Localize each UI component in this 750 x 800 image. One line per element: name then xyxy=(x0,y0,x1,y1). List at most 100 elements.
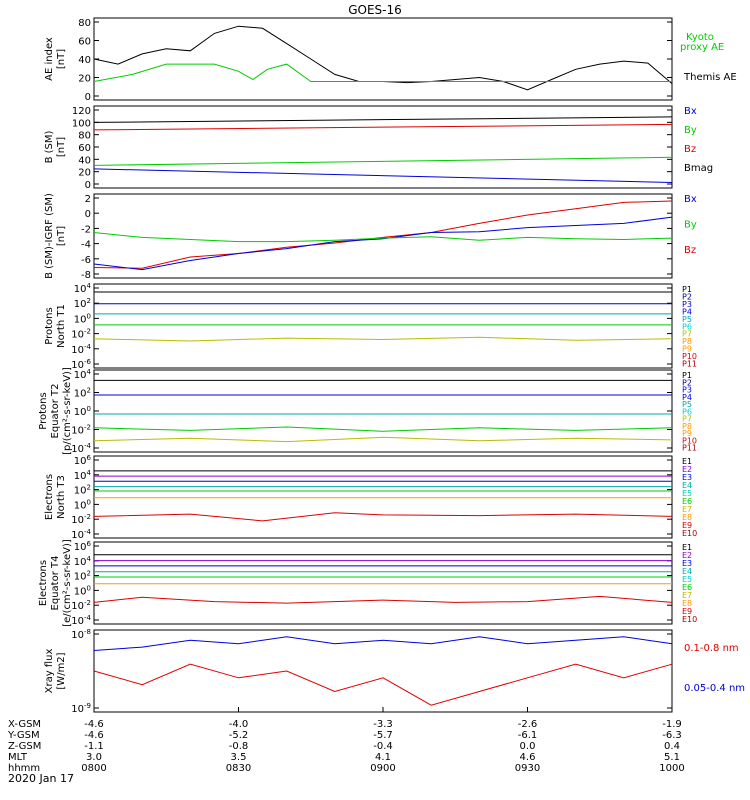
legend-entry: E4 xyxy=(682,481,692,490)
legend-entry: P2 xyxy=(682,292,692,301)
series-bx xyxy=(93,216,673,271)
legend-entry: E3 xyxy=(682,473,692,482)
ephem-row-label: X-GSM xyxy=(8,719,41,730)
legend-entry: E2 xyxy=(682,551,692,560)
series-0-05-0-4-nm xyxy=(93,636,673,651)
ytick-label: -8 xyxy=(81,270,91,281)
ytick-label: 80 xyxy=(78,131,91,142)
ytick-label: 104 xyxy=(74,368,92,381)
ephem-value: 0800 xyxy=(81,763,106,774)
ylabel-line: Protons xyxy=(38,392,49,429)
figure-title: GOES-16 xyxy=(348,3,402,17)
panel-frame xyxy=(93,455,673,539)
ylabel-line: North T1 xyxy=(56,304,67,348)
ephem-value: -0.4 xyxy=(373,741,393,752)
ephem-value: -5.7 xyxy=(373,730,393,741)
ephem-value: -2.6 xyxy=(518,719,538,730)
legend-entry: P7 xyxy=(682,415,692,424)
ytick-label: 104 xyxy=(74,469,92,482)
legend-entry: E1 xyxy=(682,543,692,552)
ytick-label: 20 xyxy=(78,168,91,179)
ephem-row-label: Z-GSM xyxy=(8,741,41,752)
legend-entry: By xyxy=(684,219,697,230)
series-bz xyxy=(93,200,673,269)
ephem-value: 4.1 xyxy=(375,752,391,763)
series-bmag xyxy=(93,116,673,123)
ephem-value: 0.0 xyxy=(520,741,536,752)
legend-entry: P6 xyxy=(682,322,692,331)
ylabel-line: [W/m2] xyxy=(56,652,67,689)
ephem-value: 4.6 xyxy=(520,752,536,763)
ytick-label: 102 xyxy=(74,570,91,583)
ephem-row-label: Y-GSM xyxy=(7,730,40,741)
legend-entry: P8 xyxy=(682,422,692,431)
legend-entry: Bx xyxy=(684,106,697,117)
legend-entry: By xyxy=(684,125,697,136)
ylabel-line: North T3 xyxy=(56,475,67,519)
legend-entry: P4 xyxy=(682,393,692,402)
legend-entry: E2 xyxy=(682,465,692,474)
panel-frame xyxy=(93,283,673,369)
legend-entry: P8 xyxy=(682,337,692,346)
ylabel-line: Equator T2 xyxy=(50,384,61,439)
legend-entry: 0.05-0.4 nm xyxy=(684,683,745,694)
ytick-label: 10-4 xyxy=(71,343,91,356)
legend-entry: E7 xyxy=(682,591,692,600)
panel-frame xyxy=(93,629,673,713)
legend-entry: P6 xyxy=(682,407,692,416)
series-e9 xyxy=(93,595,673,604)
ytick-label: 106 xyxy=(74,454,92,467)
ytick-label: 0 xyxy=(85,180,91,191)
ytick-label: 100 xyxy=(72,118,91,129)
series-p7 xyxy=(93,336,673,342)
ytick-label: 10-9 xyxy=(71,702,91,715)
date-label: 2020 Jan 17 xyxy=(8,772,74,785)
legend-entry: P7 xyxy=(682,330,692,339)
legend-entry: Bmag xyxy=(684,163,713,174)
ephem-value: 1000 xyxy=(659,763,684,774)
ephem-value: 0900 xyxy=(370,763,395,774)
panel-frame xyxy=(93,541,673,625)
ephem-value: -1.9 xyxy=(662,719,682,730)
ephem-value: 3.0 xyxy=(86,752,102,763)
ytick-label: 10-2 xyxy=(71,599,91,612)
ylabel-line: AE index xyxy=(44,37,55,81)
legend-entry: P9 xyxy=(682,429,692,438)
ylabel-line: B (SM) xyxy=(44,130,55,163)
panel-bigrf: 2 0 -2 -4 -6 -8 B (SM)-IGRF (SM) [nT] Bx By Bz xyxy=(44,193,697,281)
legend-entry: P4 xyxy=(682,307,692,316)
ytick-label: 2 xyxy=(85,194,91,205)
ylabel-line: [nT] xyxy=(56,49,67,69)
ytick-label: 40 xyxy=(78,55,91,66)
legend-entry: E9 xyxy=(682,521,692,530)
legend-entry: 0.1-0.8 nm xyxy=(684,643,739,654)
time-axis: X-GSM -4.6 -4.0 -3.3 -2.6 -1.9 Y-GSM -4.6 -5.2 -5… xyxy=(7,707,685,774)
series-bx xyxy=(93,168,673,183)
ytick-label: 20 xyxy=(78,74,91,85)
ytick-label: 102 xyxy=(74,484,91,497)
ytick-label: 10-8 xyxy=(71,628,91,641)
ephem-value: 3.5 xyxy=(231,752,247,763)
ytick-label: -2 xyxy=(81,224,91,235)
legend-entry: Themis AE xyxy=(683,72,737,83)
ylabel-line: Electrons xyxy=(38,560,49,606)
ytick-label: 100 xyxy=(74,498,91,511)
legend-entry: P9 xyxy=(682,345,692,354)
legend-entry: P10 xyxy=(682,436,697,445)
ylabel-line: Electrons xyxy=(44,474,55,520)
series-bz xyxy=(93,123,673,131)
legend-entry: Kyoto xyxy=(686,32,714,43)
ephem-value: -4.0 xyxy=(229,719,249,730)
ytick-label: 10-2 xyxy=(71,328,91,341)
ephem-value: 5.1 xyxy=(664,752,680,763)
series-by xyxy=(93,156,673,166)
ephem-row-label: hhmm xyxy=(8,763,40,774)
ylabel-line: B (SM)-IGRF (SM) xyxy=(44,193,55,279)
legend-entry: P5 xyxy=(682,315,692,324)
series-themis-ae xyxy=(93,25,673,91)
